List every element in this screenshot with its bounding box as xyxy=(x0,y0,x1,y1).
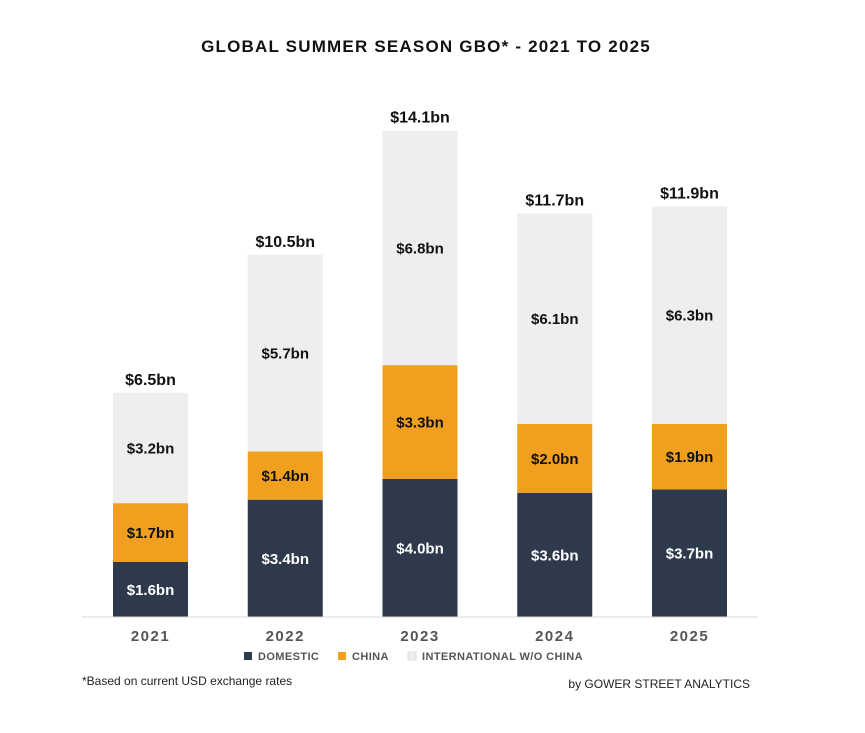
segment-value-label: $1.7bn xyxy=(127,525,175,542)
bar-segment xyxy=(382,479,458,617)
bar-segment xyxy=(113,392,188,504)
bar-segment xyxy=(247,451,323,500)
legend-label: INTERNATIONAL W/O CHINA xyxy=(422,651,583,663)
legend: DOMESTIC CHINA INTERNATIONAL W/O CHINA xyxy=(244,651,583,663)
bar-total-label: $11.9bn xyxy=(660,185,719,202)
bar-segment xyxy=(382,130,458,366)
segment-value-label: $6.1bn xyxy=(531,311,579,328)
bar-segment xyxy=(652,423,727,490)
x-axis-tick-label: 2025 xyxy=(670,628,709,645)
footnote: *Based on current USD exchange rates xyxy=(82,674,292,688)
legend-swatch xyxy=(338,652,346,660)
x-axis-tick-labels: 2021 2022 2023 2024 2025 xyxy=(131,628,709,645)
segment-value-label: $3.6bn xyxy=(531,547,579,564)
bar-total-label: $10.5bn xyxy=(255,234,315,251)
segment-value-label: $5.7bn xyxy=(261,346,309,363)
bar-segment xyxy=(517,492,593,617)
legend-swatch xyxy=(244,652,252,660)
bar-total-label: $6.5bn xyxy=(125,372,176,389)
segment-value-label: $3.4bn xyxy=(261,551,309,568)
bar-segment xyxy=(517,423,593,493)
bars-group: $1.6bn $1.7bn $3.2bn $6.5bn $3.4bn $1.4bn $5.7… xyxy=(113,110,727,617)
segment-value-label: $3.3bn xyxy=(396,415,444,432)
bar-segment xyxy=(517,213,593,424)
segment-value-label: $3.7bn xyxy=(666,546,714,563)
segment-value-label: $3.2bn xyxy=(127,440,175,457)
x-axis-tick-label: 2024 xyxy=(535,628,574,645)
segment-value-label: $1.9bn xyxy=(666,449,714,466)
bar-segment xyxy=(382,365,458,479)
bar-segment xyxy=(247,499,323,617)
x-axis-tick-label: 2023 xyxy=(400,628,439,645)
bar-segment xyxy=(113,503,188,562)
bar-segment xyxy=(247,254,323,452)
legend-label: CHINA xyxy=(352,651,389,663)
segment-value-label: $1.4bn xyxy=(261,468,309,485)
segment-value-label: $2.0bn xyxy=(531,451,579,468)
bar-total-label: $11.7bn xyxy=(525,192,584,209)
segment-value-label: $6.8bn xyxy=(396,240,444,257)
source-credit: by GOWER STREET ANALYTICS xyxy=(568,677,750,691)
bar-segment xyxy=(652,489,727,617)
segment-value-label: $4.0bn xyxy=(396,541,444,558)
chart-title: GLOBAL SUMMER SEASON GBO* - 2021 TO 2025 xyxy=(201,37,651,56)
x-axis-tick-label: 2021 xyxy=(131,628,170,645)
legend-swatch xyxy=(407,651,417,661)
bar-segment xyxy=(113,561,188,617)
bar-segment xyxy=(652,206,727,424)
legend-label: DOMESTIC xyxy=(258,651,319,663)
segment-value-label: $1.6bn xyxy=(127,582,175,599)
bar-total-label: $14.1bn xyxy=(390,110,450,127)
x-axis-tick-label: 2022 xyxy=(266,628,305,645)
segment-value-label: $6.3bn xyxy=(666,308,714,325)
